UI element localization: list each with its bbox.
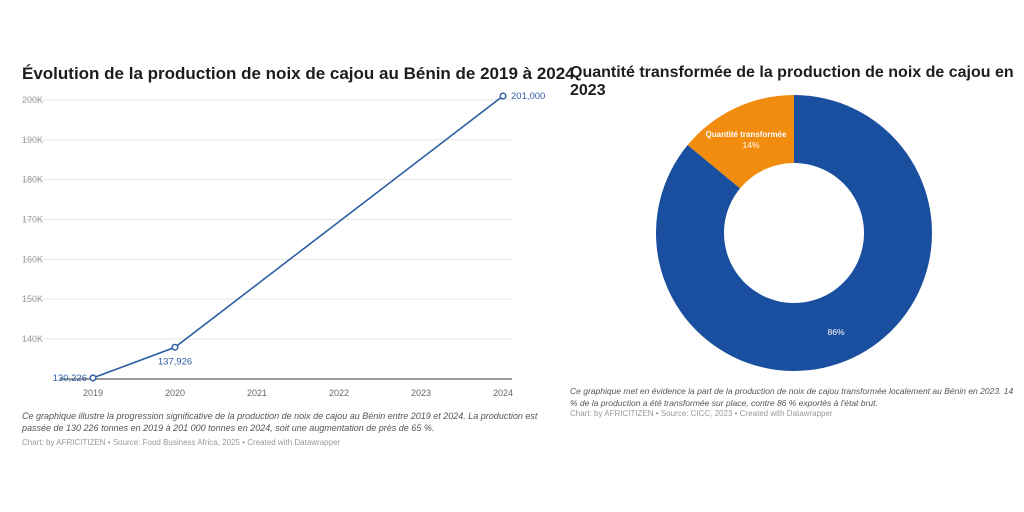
x-tick-label: 2023	[411, 388, 431, 398]
donut-chart-title: Quantité transformée de la production de…	[570, 64, 1014, 99]
x-tick-label: 2019	[83, 388, 103, 398]
line-chart-credit: Chart: by AFRICITIZEN • Source: Food Bus…	[22, 438, 341, 447]
y-tick-label: 200K	[22, 95, 43, 105]
y-tick-label: 150K	[22, 294, 43, 304]
data-point	[499, 92, 507, 100]
donut-slice	[655, 95, 932, 372]
donut-chart-description: Ce graphique met en évidence la part de …	[570, 386, 1014, 408]
data-point	[89, 374, 97, 382]
slice-label: 86%	[827, 327, 844, 337]
x-tick-label: 2021	[247, 388, 267, 398]
x-tick-label: 2024	[493, 388, 513, 398]
line-chart-title: Évolution de la production de noix de ca…	[22, 64, 575, 83]
data-label: 130,226	[53, 373, 87, 384]
y-tick-label: 180K	[22, 175, 43, 185]
data-label: 201,000	[511, 91, 545, 102]
y-tick-label: 190K	[22, 135, 43, 145]
slice-label: 14%	[742, 140, 759, 150]
data-label: 137,926	[158, 356, 192, 367]
slice-name: Quantité transformée	[706, 130, 787, 139]
x-tick-label: 2022	[329, 388, 349, 398]
series-line	[92, 95, 504, 379]
donut-slice	[687, 94, 794, 189]
y-tick-label: 170K	[22, 215, 43, 225]
y-tick-label: 140K	[22, 334, 43, 344]
data-point	[171, 343, 179, 351]
donut-chart-credit: Chart: by AFRICITIZEN • Source: CICC, 20…	[570, 409, 833, 418]
line-chart-description: Ce graphique illustre la progression sig…	[22, 411, 538, 433]
x-tick-label: 2020	[165, 388, 185, 398]
y-tick-label: 160K	[22, 254, 43, 264]
